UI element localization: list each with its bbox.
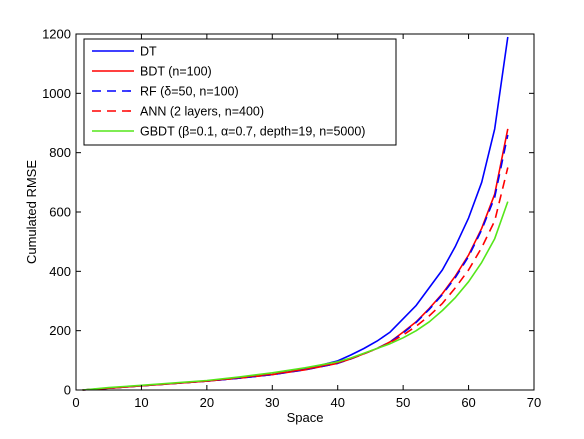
y-tick-label: 600: [49, 205, 71, 220]
y-tick-label: 400: [49, 264, 71, 279]
legend-label-1: BDT (n=100): [140, 65, 212, 79]
series-line-4: [82, 201, 509, 391]
legend-label-3: ANN (2 layers, n=400): [140, 105, 264, 119]
x-tick-label: 50: [396, 395, 410, 410]
ticks-layer: 0 10 20 30 40 50 60 70 0 200 400 600 800 1000 1200: [42, 27, 541, 411]
y-axis-label: Cumulated RMSE: [24, 160, 39, 264]
x-axis-label: Space: [287, 410, 324, 425]
legend-label-4: GBDT (β=0.1, α=0.7, depth=19, n=5000): [140, 125, 365, 139]
x-tick-label: 10: [134, 395, 148, 410]
legend-box: [83, 38, 397, 146]
x-tick-label: 30: [265, 395, 279, 410]
x-tick-label: 70: [527, 395, 541, 410]
x-tick-label: 40: [330, 395, 344, 410]
legend: DT BDT (n=100) RF (δ=50, n=100) ANN (2 laye…: [83, 38, 397, 146]
y-tick-label: 800: [49, 145, 71, 160]
legend-label-2: RF (δ=50, n=100): [140, 85, 239, 99]
y-tick-label: 0: [64, 383, 71, 398]
series-layer: [82, 36, 509, 391]
x-tick-label: 0: [72, 395, 79, 410]
y-tick-label: 200: [49, 323, 71, 338]
legend-label-0: DT: [140, 45, 157, 59]
x-tick-label: 60: [461, 395, 475, 410]
y-tick-label: 1000: [42, 86, 71, 101]
y-tick-label: 1200: [42, 27, 71, 42]
x-tick-label: 20: [200, 395, 214, 410]
axes-box: [75, 33, 535, 391]
